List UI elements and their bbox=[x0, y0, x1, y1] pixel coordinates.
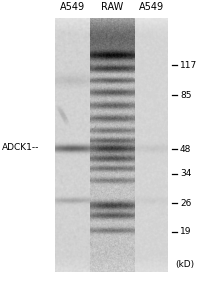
Text: 85: 85 bbox=[180, 91, 192, 100]
Text: ADCK1--: ADCK1-- bbox=[2, 143, 39, 152]
Text: A549: A549 bbox=[138, 2, 164, 12]
Text: A549: A549 bbox=[60, 2, 84, 12]
Text: 34: 34 bbox=[180, 169, 191, 178]
Text: 19: 19 bbox=[180, 227, 192, 236]
Text: 48: 48 bbox=[180, 145, 191, 154]
Text: 26: 26 bbox=[180, 199, 191, 208]
Text: 117: 117 bbox=[180, 61, 197, 70]
Text: RAW: RAW bbox=[101, 2, 123, 12]
Text: (kD): (kD) bbox=[175, 260, 194, 269]
